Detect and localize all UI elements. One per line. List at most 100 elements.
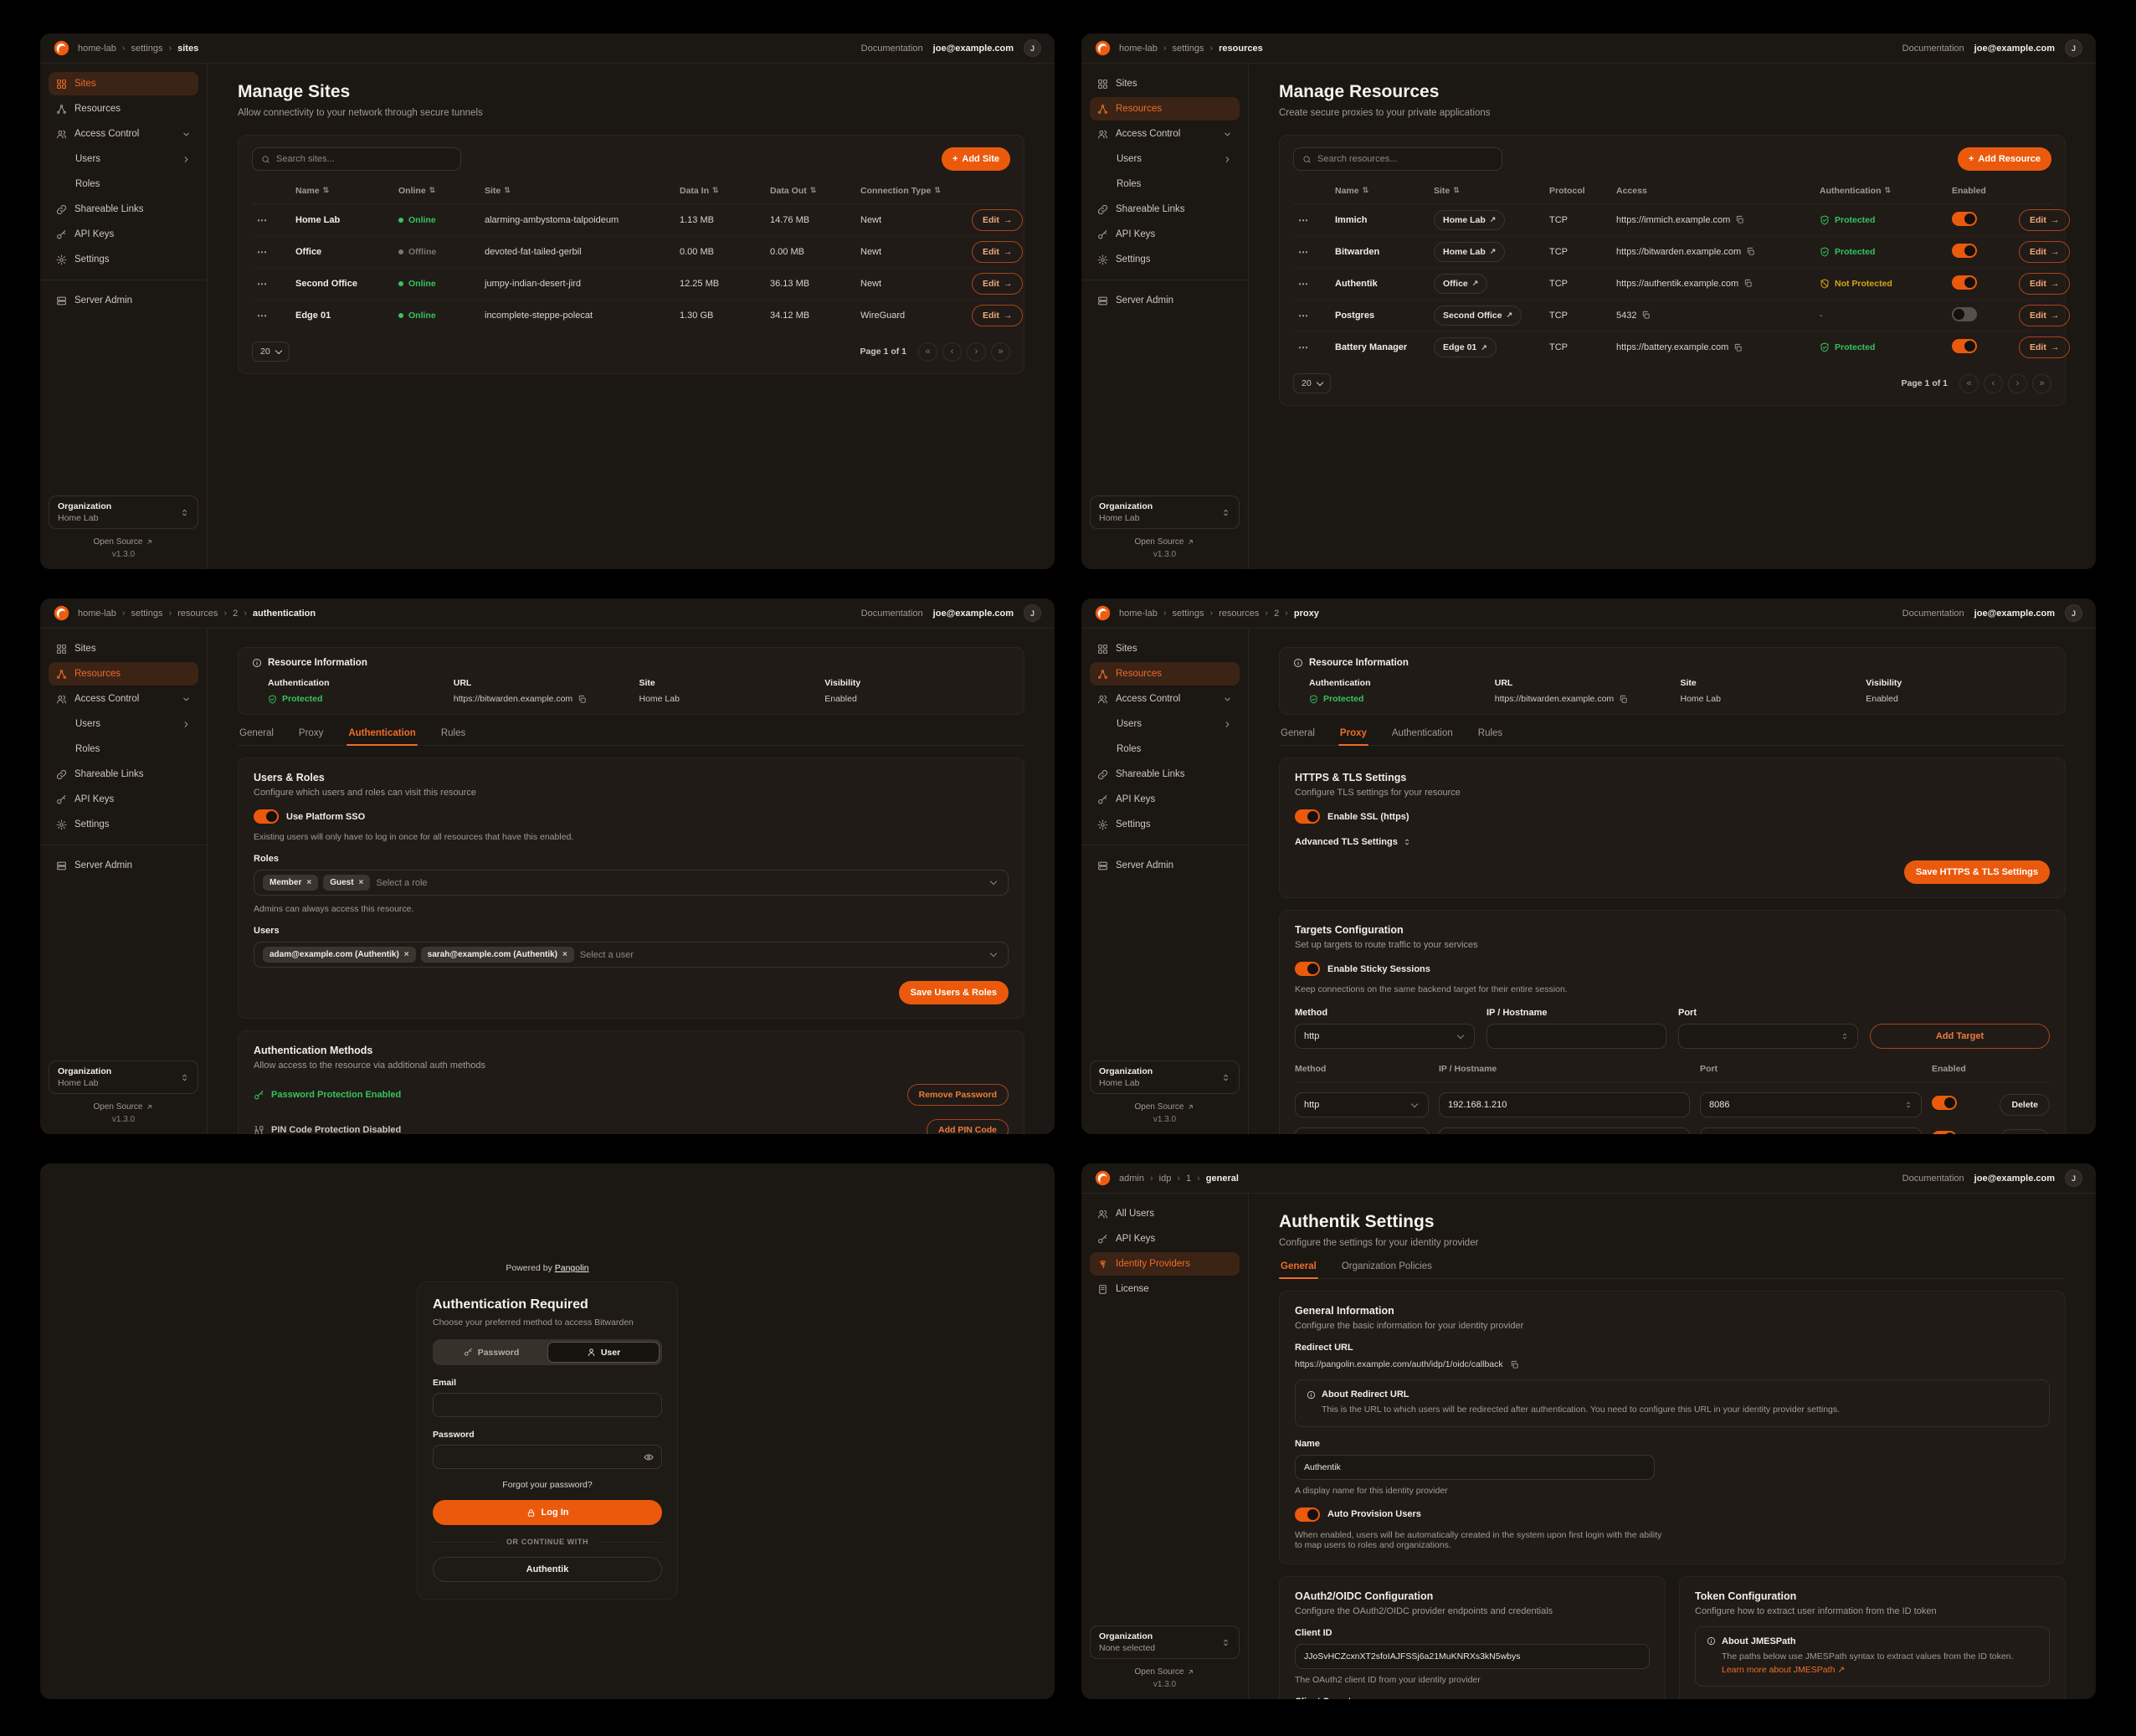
organization-selector[interactable]: Organization Home Lab [1090,1061,1240,1094]
sidebar-item-shareable-links[interactable]: Shareable Links [49,763,198,786]
sidebar-item-roles[interactable]: Roles [1117,179,1142,189]
sidebar-item-access-control[interactable]: Access Control [1090,122,1240,146]
edit-button[interactable]: Edit → [972,208,1024,231]
tab-password[interactable]: Password [435,1342,547,1363]
roles-multiselect[interactable]: Member × Guest × Select a role [254,870,1009,896]
sticky-sessions-toggle[interactable] [1295,962,1320,976]
sidebar-item-api-keys[interactable]: API Keys [49,223,198,246]
tab-general[interactable]: General [1281,728,1315,738]
tab-rules[interactable]: Rules [1477,728,1503,738]
site-link[interactable]: Home Lab ↗ [1434,241,1506,262]
column-name[interactable]: Name ⇅ [1335,185,1369,196]
sidebar-item-server-admin[interactable]: Server Admin [49,289,198,312]
open-source-link[interactable]: Open Source [49,537,198,547]
idp-name-input[interactable] [1295,1454,1655,1480]
avatar[interactable]: J [1024,39,1041,57]
sidebar-item-sites[interactable]: Sites [49,72,198,95]
enabled-toggle[interactable] [1952,211,1977,226]
organization-selector[interactable]: Organization Home Lab [49,1061,198,1094]
prev-page-button[interactable]: ‹ [1984,373,2003,393]
breadcrumb-item[interactable]: › general [1197,1173,1239,1184]
sidebar-item-api-keys[interactable]: API Keys [1090,223,1240,246]
tab-general[interactable]: General [239,728,274,738]
page-size-select[interactable]: 20 [252,342,290,362]
edit-button[interactable]: Edit → [972,305,1024,326]
edit-button[interactable]: Edit → [972,240,1024,263]
jmespath-link[interactable]: Learn more about JMESPath [1722,1664,1836,1675]
column-online[interactable]: Online ⇅ [398,185,436,196]
sidebar-item-access-control[interactable]: Access Control [49,687,198,711]
first-page-button[interactable]: « [918,342,937,362]
sidebar-item-settings[interactable]: Settings [1090,813,1240,836]
edit-button[interactable]: Edit → [972,272,1024,295]
add-target-button[interactable]: Add Target [1870,1024,2050,1049]
breadcrumb-item[interactable]: ›home-lab [78,43,116,54]
sidebar-item-sites[interactable]: Sites [49,637,198,660]
save-users-roles-button[interactable]: Save Users & Roles [898,981,1009,1004]
pangolin-link[interactable]: Pangolin [554,1263,589,1273]
tab-proxy[interactable]: Proxy [298,728,324,738]
client-id-input[interactable] [1295,1643,1650,1669]
column-authentication[interactable]: Authentication ⇅ [1820,185,1892,196]
sidebar-item-resources[interactable]: Resources [1090,97,1240,121]
enabled-toggle[interactable] [1952,275,1977,290]
site-link[interactable]: Home Lab ↗ [1434,209,1506,230]
remove-chip-icon[interactable]: × [562,950,567,959]
copy-icon[interactable] [1619,695,1628,704]
open-source-link[interactable]: Open Source [1090,1102,1240,1112]
breadcrumb-item[interactable]: › sites [168,43,199,54]
enable-ssl-toggle[interactable] [1295,809,1320,824]
platform-sso-toggle[interactable] [254,809,279,824]
copy-icon[interactable] [1510,1360,1519,1369]
sidebar-item-roles[interactable]: Roles [75,179,100,189]
documentation-link[interactable]: Documentation [860,43,923,54]
target-ip-input[interactable]: 192.168.1.211 [1439,1127,1690,1134]
breadcrumb-item[interactable]: › settings [1163,608,1204,619]
first-page-button[interactable]: « [1959,373,1979,393]
authentik-sso-button[interactable]: Authentik [433,1557,662,1582]
row-menu-button[interactable]: ⋯ [257,277,268,290]
sidebar-item-settings[interactable]: Settings [1090,248,1240,271]
target-ip-input[interactable]: 192.168.1.210 [1439,1092,1690,1117]
target-enabled-toggle[interactable] [1932,1096,1957,1110]
search-resources-input[interactable] [1317,154,1493,164]
sidebar-item-all-users[interactable]: All Users [1090,1202,1240,1225]
organization-selector[interactable]: Organization Home Lab [1090,496,1240,529]
enabled-toggle[interactable] [1952,243,1977,258]
ip-hostname-input[interactable] [1486,1024,1666,1049]
user-email[interactable]: joe@example.com [932,608,1014,619]
column-name[interactable]: Name ⇅ [295,185,330,196]
forgot-password-link[interactable]: Forgot your password? [502,1480,593,1490]
sidebar-item-license[interactable]: License [1090,1277,1240,1301]
target-method-select[interactable]: http [1295,1092,1429,1117]
row-menu-button[interactable]: ⋯ [1298,342,1309,353]
add-site-button[interactable]: + Add Site [941,147,1010,171]
add-pin-code-button[interactable]: Add PIN Code [927,1119,1009,1134]
column-data-in[interactable]: Data In ⇅ [680,185,719,196]
breadcrumb-item[interactable]: › authentication [244,608,316,619]
next-page-button[interactable]: › [967,342,986,362]
breadcrumb-item[interactable]: › settings [121,608,163,619]
user-email[interactable]: joe@example.com [1974,43,2055,54]
avatar[interactable]: J [2065,604,2082,622]
breadcrumb-item[interactable]: ›home-lab [1119,43,1158,54]
sidebar-item-settings[interactable]: Settings [49,813,198,836]
save-tls-button[interactable]: Save HTTPS & TLS Settings [1903,860,2050,884]
breadcrumb-item[interactable]: › proxy [1285,608,1319,619]
sidebar-item-roles[interactable]: Roles [75,744,100,754]
last-page-button[interactable]: » [991,342,1010,362]
site-link[interactable]: Office ↗ [1434,273,1488,294]
delete-target-button[interactable]: Delete [2000,1129,2050,1134]
row-menu-button[interactable]: ⋯ [1298,277,1309,290]
tab-organization-policies[interactable]: Organization Policies [1341,1261,1432,1271]
edit-button[interactable]: Edit → [2019,304,2071,326]
copy-icon[interactable] [1733,343,1743,352]
breadcrumb-item[interactable]: › settings [121,43,163,54]
breadcrumb-item[interactable]: › 2 [223,608,239,619]
log-in-button[interactable]: Log In [433,1500,662,1525]
target-method-select[interactable]: http [1295,1127,1429,1134]
tab-authentication[interactable]: Authentication [347,728,418,746]
remove-password-button[interactable]: Remove Password [906,1084,1009,1106]
password-field[interactable] [433,1445,662,1469]
row-menu-button[interactable]: ⋯ [257,213,268,226]
